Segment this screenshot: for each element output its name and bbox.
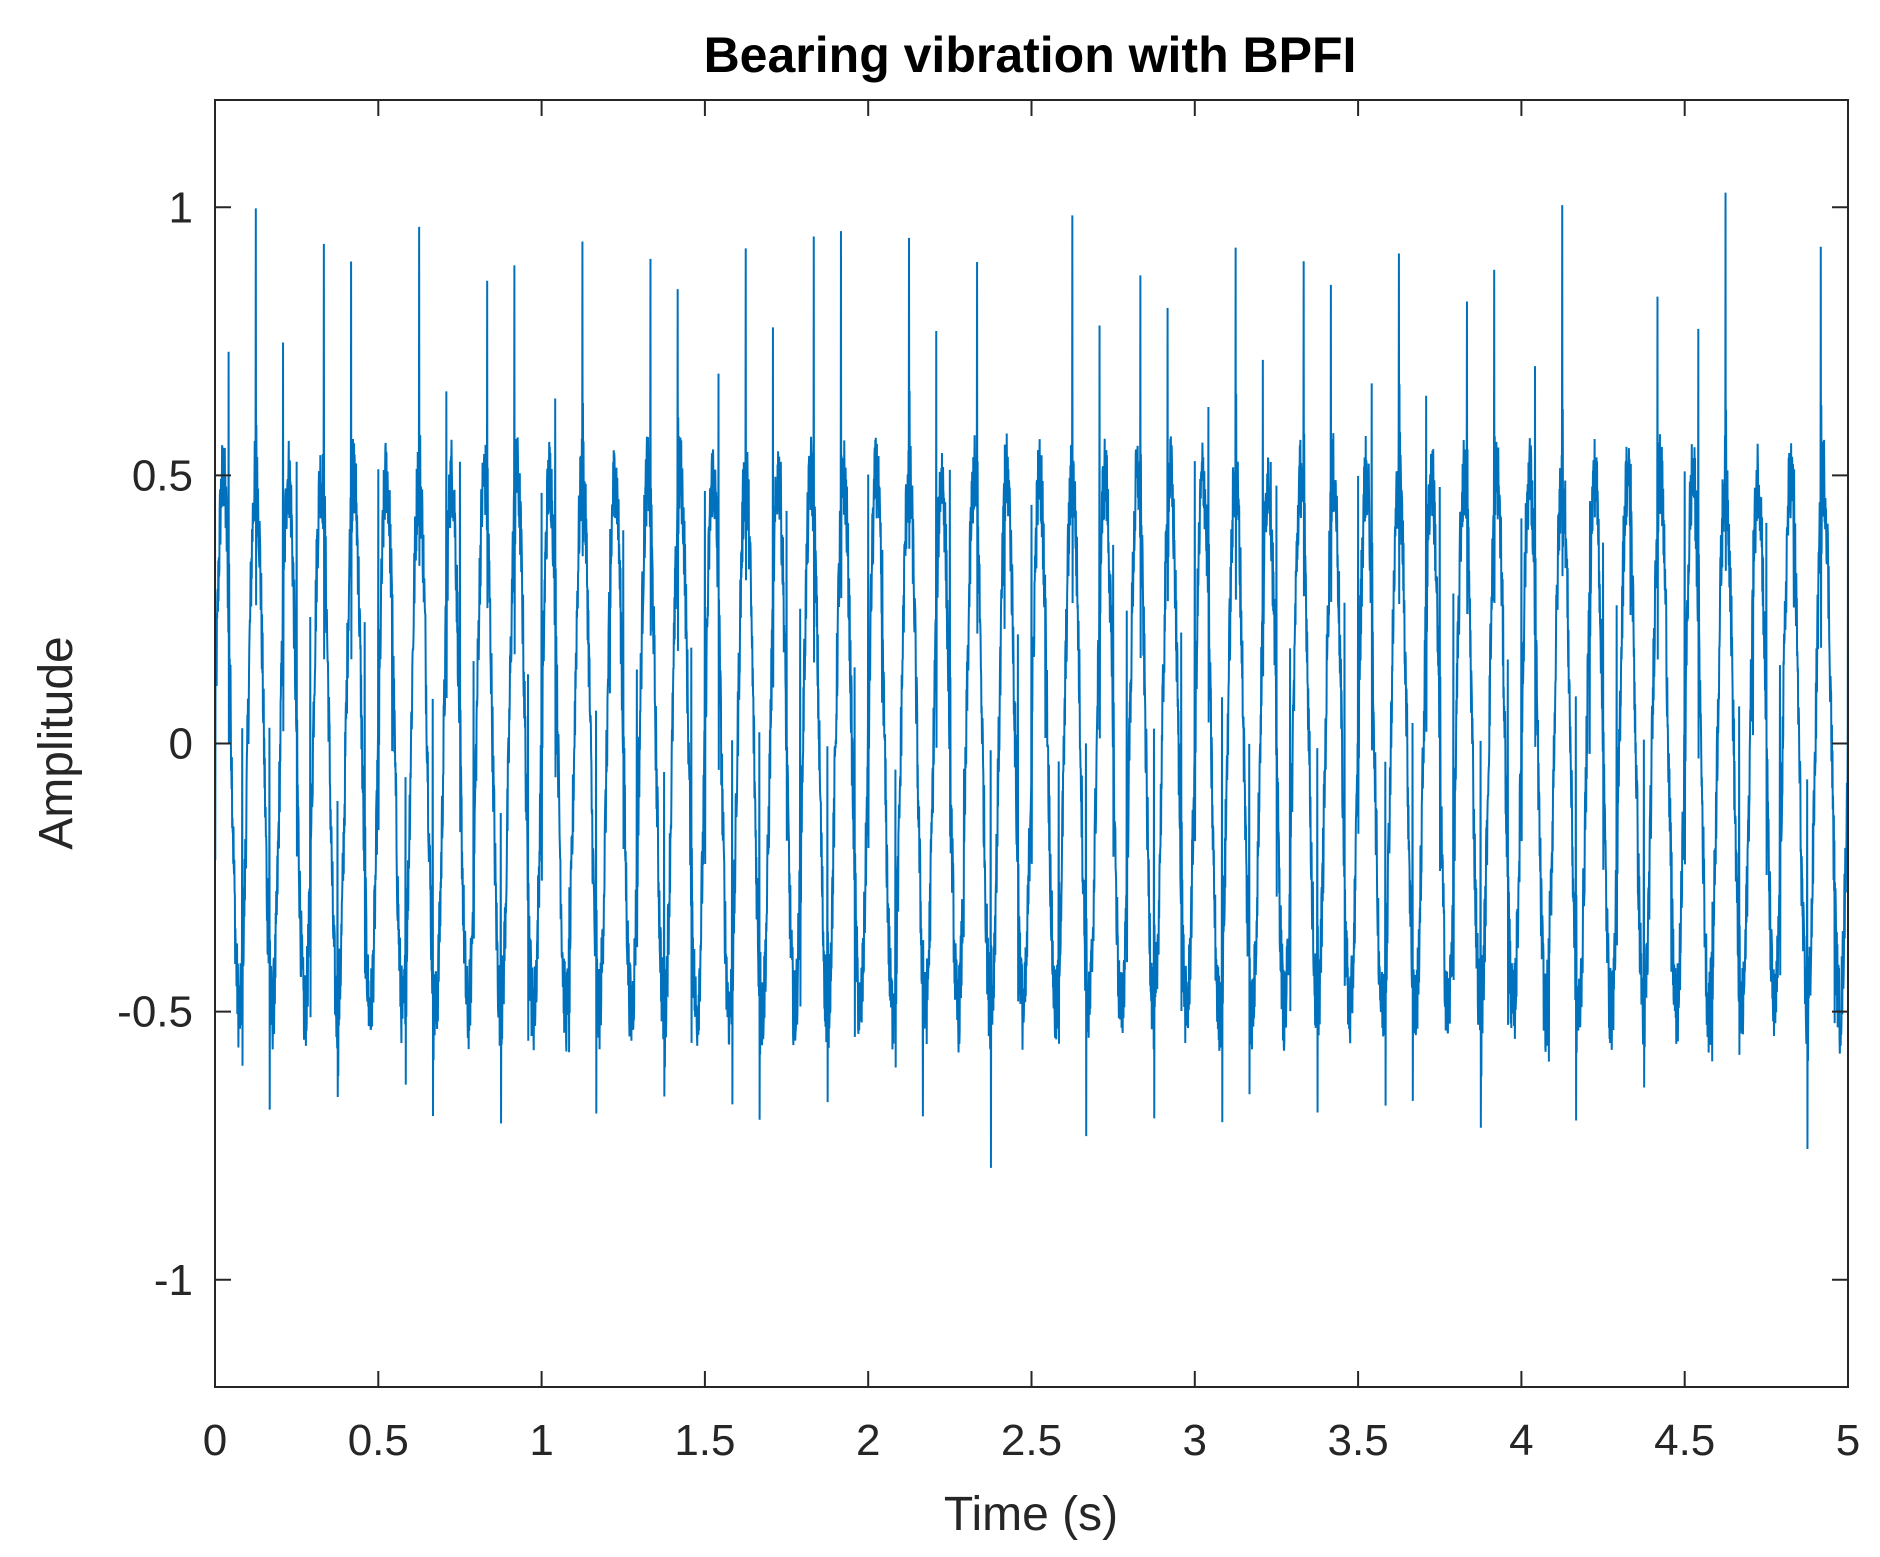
series-line-vibration (214, 192, 1849, 1168)
x-tick-label: 3 (1183, 1416, 1207, 1465)
y-tick-label: 0 (169, 720, 193, 769)
x-tick-label: 5 (1836, 1416, 1860, 1465)
y-tick-label: -0.5 (117, 988, 193, 1037)
x-tick-label: 3.5 (1328, 1416, 1389, 1465)
chart-title: Bearing vibration with BPFI (704, 27, 1357, 83)
plot-area (214, 99, 1849, 1388)
x-tick-label: 2.5 (1001, 1416, 1062, 1465)
x-tick-label: 2 (856, 1416, 880, 1465)
y-axis-label: Amplitude (30, 636, 83, 849)
x-tick-label: 4 (1509, 1416, 1533, 1465)
y-tick-label: 1 (169, 183, 193, 232)
x-tick-label: 0.5 (348, 1416, 409, 1465)
y-tick-label: -1 (154, 1256, 193, 1305)
x-axis-ticks: 0 0.5 1 1.5 2 2.5 3 3.5 4 4.5 5 (203, 100, 1860, 1465)
x-axis-label: Time (s) (944, 1488, 1118, 1541)
x-tick-label: 1.5 (674, 1416, 735, 1465)
x-tick-label: 4.5 (1654, 1416, 1715, 1465)
x-tick-label: 1 (529, 1416, 553, 1465)
y-tick-label: 0.5 (132, 451, 193, 500)
x-tick-label: 0 (203, 1416, 227, 1465)
y-axis-ticks: 1 0.5 0 -0.5 -1 (117, 183, 1848, 1305)
